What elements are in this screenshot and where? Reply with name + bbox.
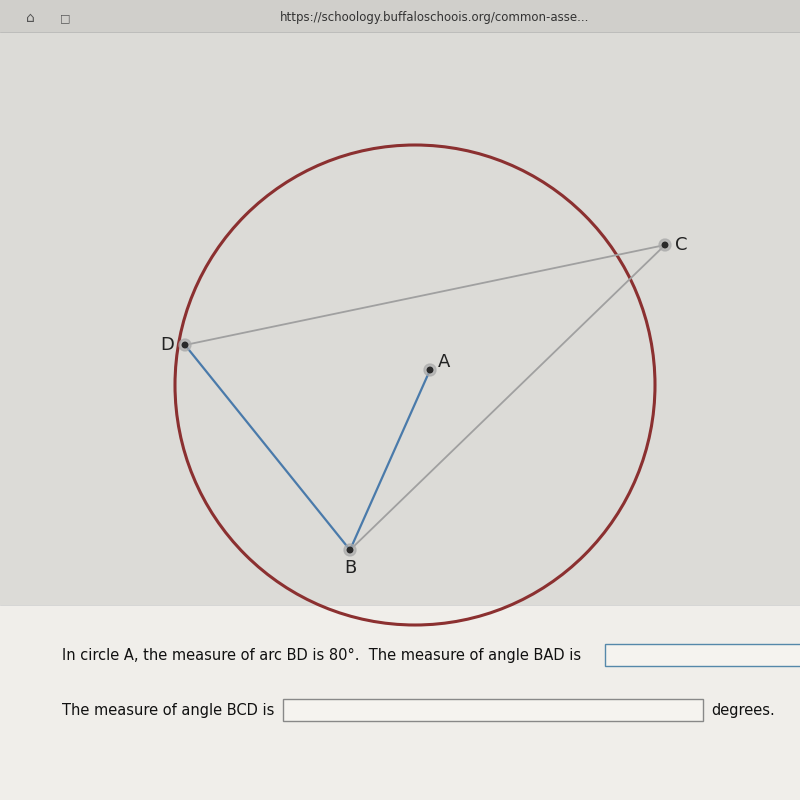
Circle shape [347, 547, 353, 553]
Text: https://schoology.buffaloschoois.org/common-asse...: https://schoology.buffaloschoois.org/com… [280, 11, 590, 25]
Text: degrees.: degrees. [711, 702, 774, 718]
Text: D: D [160, 336, 174, 354]
Circle shape [427, 367, 433, 373]
Text: □: □ [60, 13, 70, 23]
Text: ⌂: ⌂ [26, 11, 34, 25]
Bar [605, 644, 800, 666]
Bar [0, 0, 800, 32]
Text: B: B [344, 559, 356, 577]
Circle shape [659, 239, 671, 251]
Text: The measure of angle BCD is: The measure of angle BCD is [62, 702, 274, 718]
Circle shape [344, 544, 356, 556]
Bar [0, 605, 800, 800]
Bar [283, 699, 703, 721]
Circle shape [424, 364, 436, 376]
Text: A: A [438, 353, 450, 371]
Circle shape [179, 339, 191, 351]
Text: In circle A, the measure of arc BD is 80°.  The measure of angle BAD is: In circle A, the measure of arc BD is 80… [62, 647, 581, 662]
Text: C: C [674, 236, 687, 254]
Circle shape [662, 242, 668, 248]
Circle shape [182, 342, 188, 348]
